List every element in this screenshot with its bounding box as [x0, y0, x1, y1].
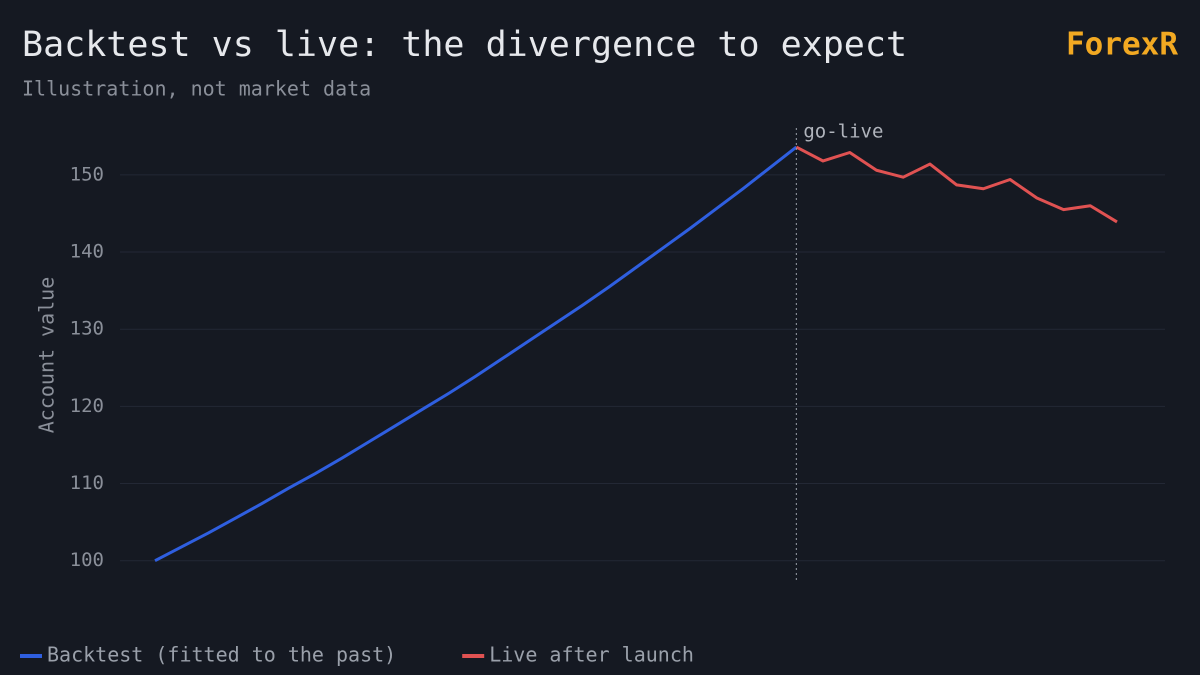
chart-subtitle: Illustration, not market data: [22, 77, 371, 101]
y-tick-label: 150: [70, 163, 104, 185]
line-series: [154, 145, 798, 563]
y-tick-label: 110: [70, 472, 104, 494]
y-tick-label: 100: [70, 549, 104, 571]
y-tick-label: 140: [70, 241, 104, 263]
y-tick-label: 130: [70, 318, 104, 340]
brand: ForexR: [1066, 27, 1178, 63]
legend-label: Backtest (fitted to the past): [47, 643, 396, 667]
y-tick-label: 120: [70, 395, 104, 417]
annotation: go-live: [803, 121, 883, 143]
legend-label: Live after launch: [489, 643, 694, 667]
y-axis-label: Account value: [35, 277, 59, 434]
line-series: [795, 145, 1118, 224]
chart-title: Backtest vs live: the divergence to expe…: [22, 25, 907, 65]
